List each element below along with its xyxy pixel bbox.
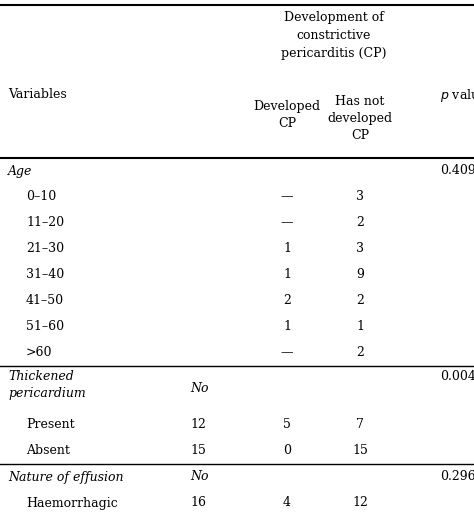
Text: 0–10: 0–10 [26, 191, 56, 204]
Text: 2: 2 [356, 347, 364, 359]
Text: Present: Present [26, 419, 74, 431]
Text: 1: 1 [356, 321, 364, 334]
Text: 31–40: 31–40 [26, 268, 64, 281]
Text: 9: 9 [356, 268, 364, 281]
Text: 7: 7 [356, 419, 364, 431]
Text: 3: 3 [356, 191, 364, 204]
Text: 41–50: 41–50 [26, 295, 64, 308]
Text: No: No [190, 382, 209, 396]
Text: Developed
CP: Developed CP [254, 100, 320, 130]
Text: —: — [281, 217, 293, 229]
Text: 1: 1 [283, 268, 291, 281]
Text: Variables: Variables [8, 89, 67, 102]
Text: 11–20: 11–20 [26, 217, 64, 229]
Text: 2: 2 [356, 295, 364, 308]
Text: Absent: Absent [26, 444, 70, 457]
Text: Development of
constrictive
pericarditis (CP): Development of constrictive pericarditis… [281, 11, 386, 60]
Text: 3: 3 [356, 242, 364, 255]
Text: 4: 4 [283, 496, 291, 510]
Text: —: — [281, 347, 293, 359]
Text: >60: >60 [26, 347, 53, 359]
Text: Has not
developed
CP: Has not developed CP [328, 95, 392, 142]
Text: Haemorrhagic: Haemorrhagic [26, 496, 118, 510]
Text: Thickened
pericardium: Thickened pericardium [8, 370, 86, 400]
Text: 12: 12 [190, 419, 206, 431]
Text: 0: 0 [283, 444, 291, 457]
Text: 1: 1 [283, 242, 291, 255]
Text: —: — [281, 191, 293, 204]
Text: 2: 2 [356, 217, 364, 229]
Text: Nature of effusion: Nature of effusion [8, 470, 124, 483]
Text: 0.004: 0.004 [440, 369, 474, 382]
Text: 16: 16 [190, 496, 206, 510]
Text: 15: 15 [190, 444, 206, 457]
Text: $p$ value: $p$ value [440, 87, 474, 104]
Text: 0.296: 0.296 [440, 470, 474, 483]
Text: 51–60: 51–60 [26, 321, 64, 334]
Text: 1: 1 [283, 321, 291, 334]
Text: 21–30: 21–30 [26, 242, 64, 255]
Text: No: No [190, 470, 209, 483]
Text: Age: Age [8, 165, 32, 178]
Text: 2: 2 [283, 295, 291, 308]
Text: 5: 5 [283, 419, 291, 431]
Text: 15: 15 [352, 444, 368, 457]
Text: 12: 12 [352, 496, 368, 510]
Text: 0.409: 0.409 [440, 165, 474, 178]
